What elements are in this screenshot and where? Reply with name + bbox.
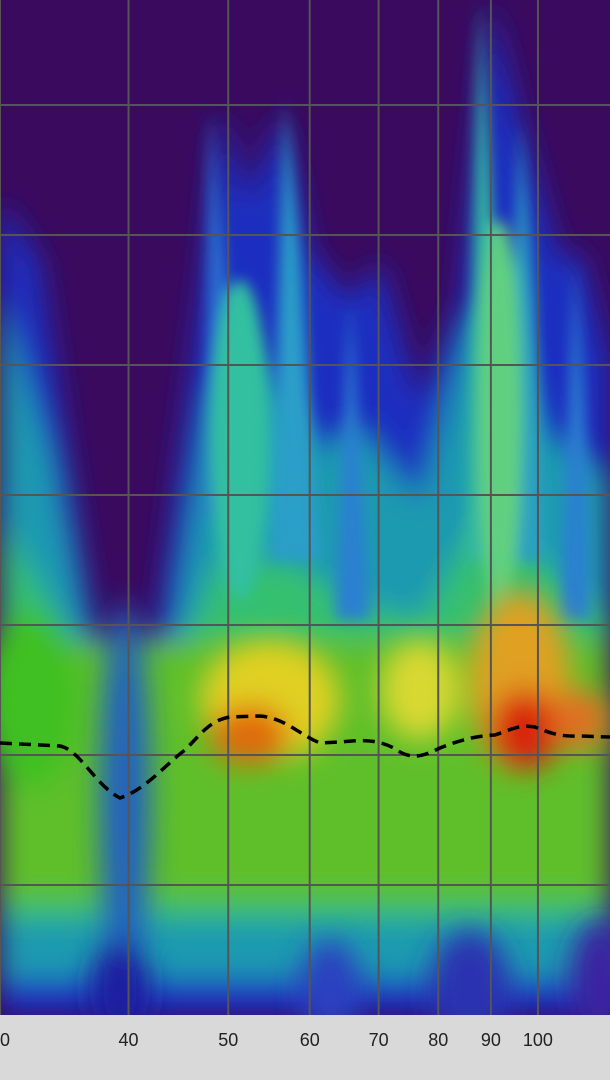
heatmap <box>0 0 610 1015</box>
x-tick-label: 90 <box>481 1030 501 1050</box>
axis-bar <box>0 1015 610 1080</box>
x-tick-label: 80 <box>428 1030 448 1050</box>
x-tick-label: 100 <box>523 1030 553 1050</box>
x-tick-label: 50 <box>218 1030 238 1050</box>
x-tick-label: 60 <box>300 1030 320 1050</box>
x-tick-label: 70 <box>369 1030 389 1050</box>
reference-curve <box>0 714 610 800</box>
x-tick-label: 30 <box>0 1030 10 1050</box>
grid <box>0 0 610 1015</box>
x-tick-label: 40 <box>119 1030 139 1050</box>
